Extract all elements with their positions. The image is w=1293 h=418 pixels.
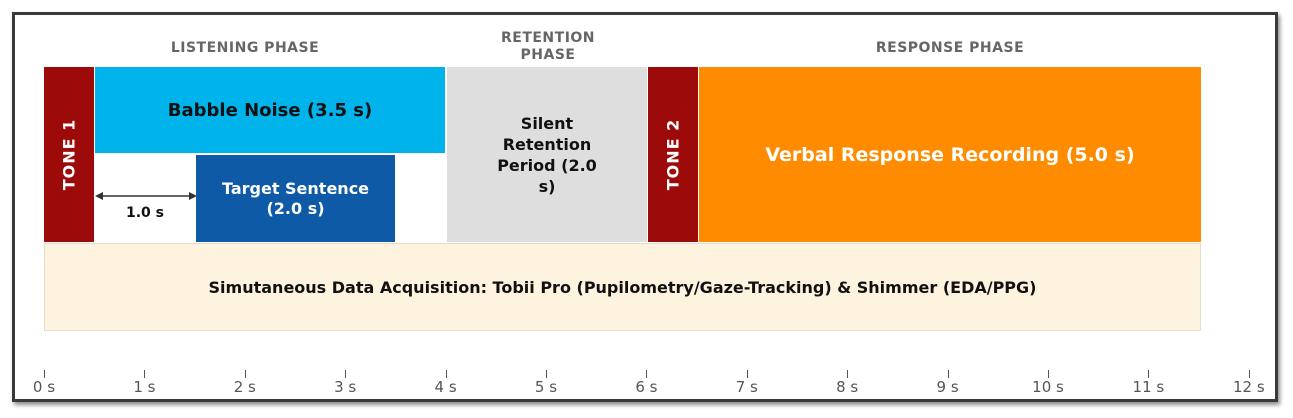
retention-phase-label: RETENTION PHASE (500, 30, 596, 63)
verbal-response-block: Verbal Response Recording (5.0 s) (699, 67, 1201, 242)
axis-tick-label: 12 s (1232, 378, 1265, 396)
axis-tick-label: 11 s (1132, 378, 1165, 396)
axis-tick-label: 9 s (936, 378, 959, 396)
axis-tick (144, 370, 146, 378)
axis-tick-label: 8 s (836, 378, 859, 396)
axis-tick-label: 4 s (434, 378, 457, 396)
axis-tick (44, 370, 45, 378)
axis-tick-label: 3 s (334, 378, 357, 396)
data-acquisition-block: Simutaneous Data Acquisition: Tobii Pro … (44, 243, 1201, 331)
axis-tick (1148, 370, 1150, 378)
axis-tick-label: 6 s (635, 378, 658, 396)
silent-retention-block: Silent Retention Period (2.0 s) (447, 67, 647, 242)
axis-tick (646, 370, 648, 378)
axis-tick (244, 370, 246, 378)
tone-2-block: TONE 2 (648, 67, 698, 242)
axis-tick-label: 2 s (233, 378, 256, 396)
offset-arrow-icon (95, 192, 197, 200)
axis-tick (345, 370, 347, 378)
axis-tick-label: 5 s (534, 378, 558, 396)
target-sentence-label: Target Sentence (2.0 s) (221, 178, 370, 218)
axis-tick-label: 7 s (735, 378, 758, 396)
axis-tick (445, 370, 447, 378)
babble-noise-block: Babble Noise (3.5 s) (95, 67, 445, 153)
target-sentence-block: Target Sentence (2.0 s) (196, 155, 395, 242)
axis-tick (1248, 370, 1250, 378)
listening-phase-label: LISTENING PHASE (170, 40, 320, 56)
response-phase-label: RESPONSE PHASE (875, 40, 1025, 56)
axis-tick (1048, 370, 1049, 378)
silent-retention-label: Silent Retention Period (2.0 s) (497, 113, 597, 196)
axis-tick-label: 0 s (32, 378, 56, 396)
data-acquisition-label: Simutaneous Data Acquisition: Tobii Pro … (208, 277, 1037, 297)
tone-1-label: TONE 1 (59, 118, 79, 191)
axis-tick (947, 370, 949, 378)
axis-tick (746, 370, 748, 378)
offset-duration-label: 1.0 s (125, 205, 164, 221)
tone-1-block: TONE 1 (44, 67, 94, 242)
axis-tick (847, 370, 849, 378)
axis-tick-label: 1 s (133, 378, 156, 396)
axis-tick (546, 370, 547, 378)
axis-tick-label: 10 s (1032, 378, 1064, 396)
tone-2-label: TONE 2 (663, 118, 683, 191)
verbal-response-label: Verbal Response Recording (5.0 s) (765, 143, 1135, 166)
diagram-frame: LISTENING PHASE RETENTION PHASE RESPONSE… (12, 12, 1278, 402)
babble-noise-label: Babble Noise (3.5 s) (167, 99, 373, 121)
